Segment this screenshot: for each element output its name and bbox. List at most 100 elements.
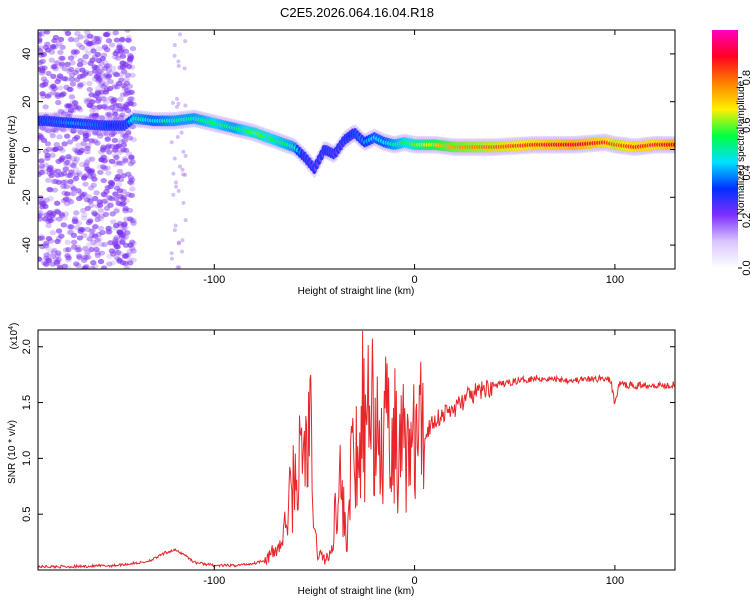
- noise-cell: [77, 107, 84, 113]
- noise-cell: [52, 178, 59, 184]
- noise-cell: [122, 133, 129, 139]
- noise-cell: [91, 233, 99, 239]
- noise-cell: [86, 97, 93, 103]
- noise-cell: [75, 195, 83, 202]
- noise-cell: [42, 243, 50, 249]
- noise-cell: [44, 141, 52, 147]
- noise-cell: [102, 99, 110, 105]
- noise-cell: [59, 44, 66, 50]
- noise-cell: [76, 42, 83, 48]
- noise-cell: [77, 34, 84, 40]
- noise-cell: [169, 256, 174, 261]
- noise-cell: [58, 211, 65, 217]
- noise-cell: [54, 60, 61, 66]
- noise-cell: [82, 132, 90, 138]
- noise-cell: [124, 230, 131, 236]
- noise-cell: [55, 99, 62, 106]
- noise-cell: [181, 172, 186, 177]
- noise-cell: [177, 241, 182, 246]
- noise-cell: [65, 247, 72, 253]
- noise-cell: [111, 70, 119, 76]
- noise-cell: [116, 150, 123, 156]
- noise-cell: [81, 174, 88, 180]
- noise-cell: [49, 89, 57, 95]
- noise-cell: [107, 116, 114, 122]
- noise-cell: [129, 45, 137, 52]
- noise-cell: [38, 158, 45, 164]
- noise-cell: [97, 207, 105, 214]
- noise-cell: [116, 228, 123, 235]
- noise-cell: [111, 97, 118, 103]
- noise-cell: [183, 172, 188, 177]
- noise-cell: [76, 170, 83, 176]
- noise-cell: [175, 265, 180, 269]
- noise-cell: [62, 211, 70, 217]
- noise-cell: [55, 76, 63, 82]
- noise-cell: [89, 112, 96, 119]
- noise-cell: [108, 104, 116, 111]
- noise-cell: [52, 43, 59, 50]
- noise-cell: [48, 172, 55, 179]
- noise-cell: [87, 185, 95, 191]
- noise-cell: [172, 156, 177, 161]
- y-tick-label: -40: [21, 237, 33, 253]
- noise-cell: [95, 75, 102, 82]
- y-tick-label: 2.0: [21, 339, 33, 354]
- noise-cell: [120, 200, 127, 207]
- noise-cell: [86, 236, 94, 242]
- noise-cell: [82, 255, 90, 261]
- noise-cell: [88, 156, 96, 162]
- noise-cell: [49, 253, 57, 259]
- noise-cell: [62, 108, 70, 114]
- colorbar-label: Normalized spectral amplitude: [736, 80, 747, 215]
- noise-cell: [73, 103, 80, 110]
- noise-cell: [74, 149, 82, 156]
- noise-cell: [50, 249, 58, 255]
- noise-cell: [175, 134, 180, 139]
- noise-cell: [102, 96, 109, 103]
- noise-cell: [127, 52, 134, 59]
- noise-cell: [38, 132, 44, 139]
- noise-cell: [56, 73, 64, 79]
- noise-cell: [100, 191, 107, 197]
- y-tick-label: 1.0: [21, 451, 33, 466]
- noise-cell: [74, 224, 81, 231]
- noise-cell: [67, 86, 74, 93]
- noise-cell: [65, 153, 72, 160]
- noise-cell: [38, 166, 45, 172]
- noise-cell: [69, 60, 76, 66]
- x-tick-label: 100: [606, 274, 624, 286]
- noise-cell: [49, 212, 56, 219]
- noise-cell: [125, 64, 133, 70]
- noise-cell: [176, 101, 181, 106]
- noise-cell: [73, 210, 80, 216]
- noise-cell: [85, 242, 93, 248]
- noise-cell: [51, 63, 58, 70]
- noise-cell: [107, 95, 115, 102]
- noise-cell: [86, 70, 94, 76]
- noise-cell: [45, 235, 53, 242]
- noise-cell: [181, 149, 186, 154]
- noise-cell: [57, 108, 64, 114]
- noise-cell: [57, 36, 65, 42]
- noise-cell: [67, 107, 75, 113]
- snr-ticks: -100 0 100 0.5 1.0 1.5 2.0: [21, 330, 675, 587]
- noise-cell: [122, 260, 129, 267]
- noise-cell: [76, 62, 84, 68]
- spectrogram-heatmap: [38, 30, 675, 269]
- noise-cell: [68, 76, 75, 82]
- noise-cell: [61, 66, 69, 72]
- noise-cell: [58, 233, 65, 239]
- noise-cell: [174, 104, 179, 109]
- noise-cell: [86, 33, 94, 39]
- noise-cell: [107, 183, 114, 190]
- noise-cell: [117, 96, 124, 102]
- noise-cell: [64, 239, 71, 245]
- noise-cell: [82, 130, 89, 136]
- noise-cell: [128, 192, 136, 199]
- noise-cell: [73, 148, 80, 154]
- noise-cell: [39, 125, 47, 131]
- noise-cell: [60, 91, 67, 97]
- noise-cell: [85, 194, 93, 200]
- noise-cell: [91, 64, 98, 70]
